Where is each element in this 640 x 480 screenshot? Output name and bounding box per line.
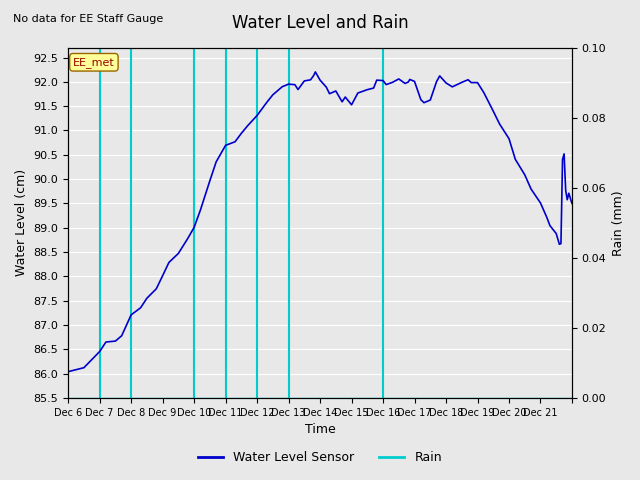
Legend: Water Level Sensor, Rain: Water Level Sensor, Rain xyxy=(193,446,447,469)
Text: No data for EE Staff Gauge: No data for EE Staff Gauge xyxy=(13,14,163,24)
Y-axis label: Rain (mm): Rain (mm) xyxy=(612,190,625,256)
X-axis label: Time: Time xyxy=(305,423,335,436)
Text: EE_met: EE_met xyxy=(73,57,115,68)
Y-axis label: Water Level (cm): Water Level (cm) xyxy=(15,169,28,276)
Text: Water Level and Rain: Water Level and Rain xyxy=(232,14,408,33)
